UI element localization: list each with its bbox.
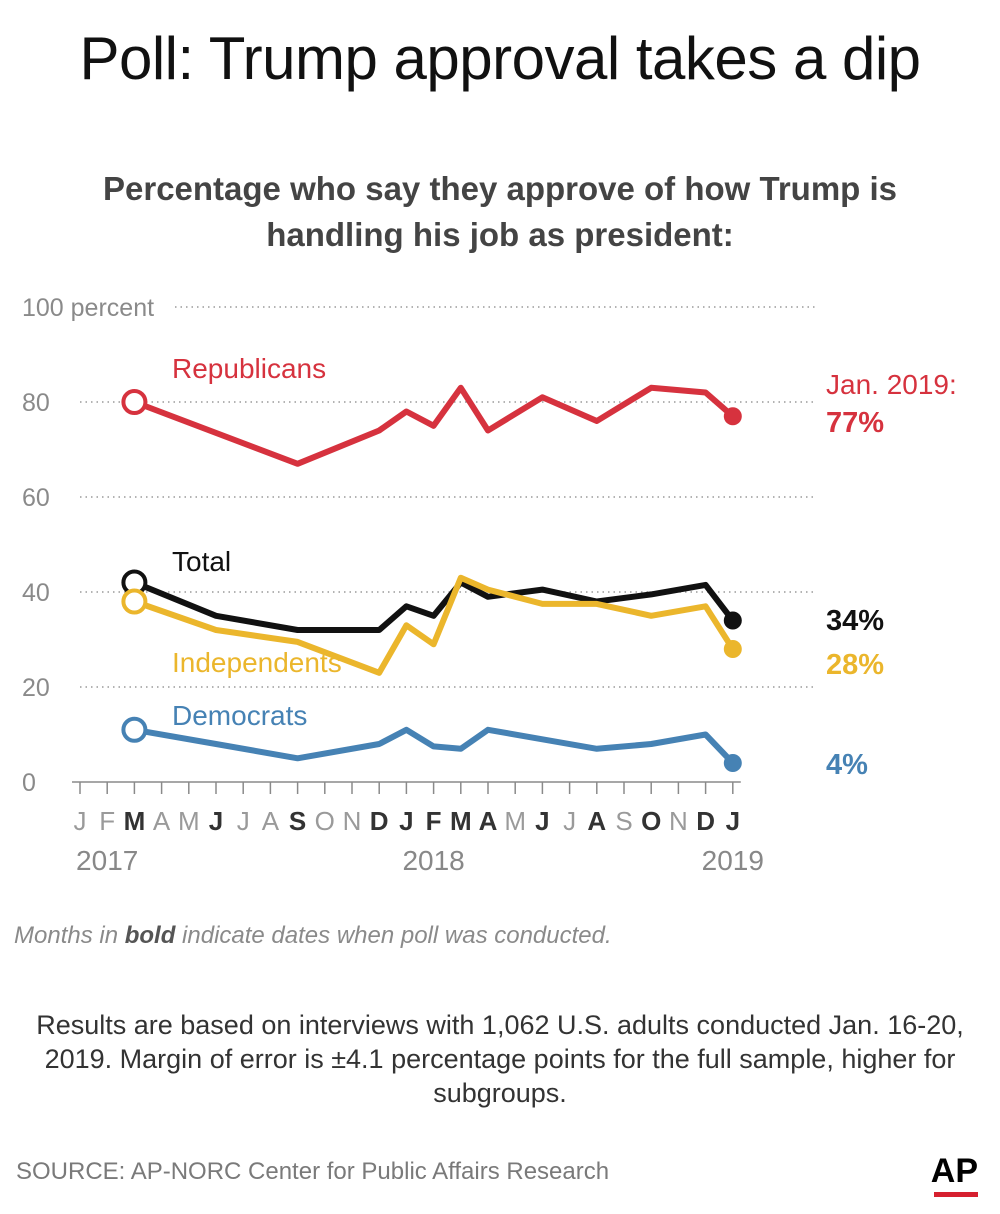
x-month-label: S	[289, 806, 306, 836]
x-month-label: F	[99, 806, 115, 836]
x-month-label: J	[535, 806, 549, 836]
series-line	[131, 579, 736, 633]
x-month-label: J	[237, 806, 250, 836]
series-name-label: Total	[172, 546, 231, 577]
series-line	[131, 726, 736, 766]
source-line: SOURCE: AP-NORC Center for Public Affair…	[16, 1158, 610, 1185]
x-month-label: A	[262, 806, 280, 836]
series-end-value: 77%	[826, 407, 884, 439]
x-month-label: J	[74, 806, 87, 836]
x-month-label: A	[153, 806, 171, 836]
y-tick-label: 100 percent	[22, 294, 154, 322]
series-end-value: 4%	[826, 749, 868, 781]
x-month-label: A	[479, 806, 498, 836]
series-end-marker	[723, 640, 742, 658]
chart-title: Poll: Trump approval takes a dip	[79, 25, 921, 92]
x-month-label: D	[370, 806, 389, 836]
footnote: Months in bold indicate dates when poll …	[14, 922, 612, 949]
y-tick-label: 40	[22, 579, 50, 607]
x-month-label: O	[315, 806, 335, 836]
series-start-marker	[121, 716, 148, 743]
ap-logo-bar	[934, 1192, 978, 1197]
series-end-value: 34%	[826, 605, 884, 637]
series-start-marker	[121, 588, 148, 615]
x-year-label: 2017	[76, 845, 138, 876]
series-end-marker	[723, 611, 742, 630]
series-end-value: 28%	[826, 649, 884, 681]
series-line	[131, 574, 736, 676]
y-tick-label: 80	[22, 389, 50, 417]
series-end-marker	[723, 407, 742, 426]
footnote-bold: bold	[124, 922, 176, 949]
series-name-label: Republicans	[172, 353, 326, 384]
series-end-prefix: Jan. 2019:	[826, 369, 957, 400]
methodology-note: Results are based on interviews with 1,0…	[36, 1010, 964, 1108]
x-month-label: M	[178, 806, 200, 836]
x-year-label: 2018	[402, 845, 464, 876]
ap-logo: AP	[930, 1152, 978, 1190]
x-year-label: 2019	[702, 845, 764, 876]
x-month-label: N	[343, 806, 362, 836]
y-tick-label: 0	[22, 769, 36, 797]
x-month-label: D	[696, 806, 715, 836]
series-name-label: Democrats	[172, 700, 307, 731]
series-line	[131, 384, 736, 467]
x-month-label: M	[450, 806, 472, 836]
x-month-label: O	[641, 806, 661, 836]
x-month-label: J	[726, 806, 740, 836]
x-month-label: J	[399, 806, 413, 836]
x-month-label: A	[587, 806, 606, 836]
x-month-label: M	[504, 806, 526, 836]
chart-subtitle: Percentage who say they approve of how T…	[102, 170, 898, 253]
series-start-marker	[121, 389, 148, 415]
x-month-label: F	[426, 806, 442, 836]
series-name-label: Independents	[172, 647, 342, 678]
y-tick-label: 20	[22, 674, 50, 702]
x-month-label: S	[615, 806, 632, 836]
y-tick-label: 60	[22, 484, 50, 512]
x-month-label: J	[209, 806, 223, 836]
x-month-label: J	[563, 806, 576, 836]
series-end-marker	[723, 754, 742, 772]
x-month-label: M	[124, 806, 146, 836]
x-month-label: N	[669, 806, 688, 836]
